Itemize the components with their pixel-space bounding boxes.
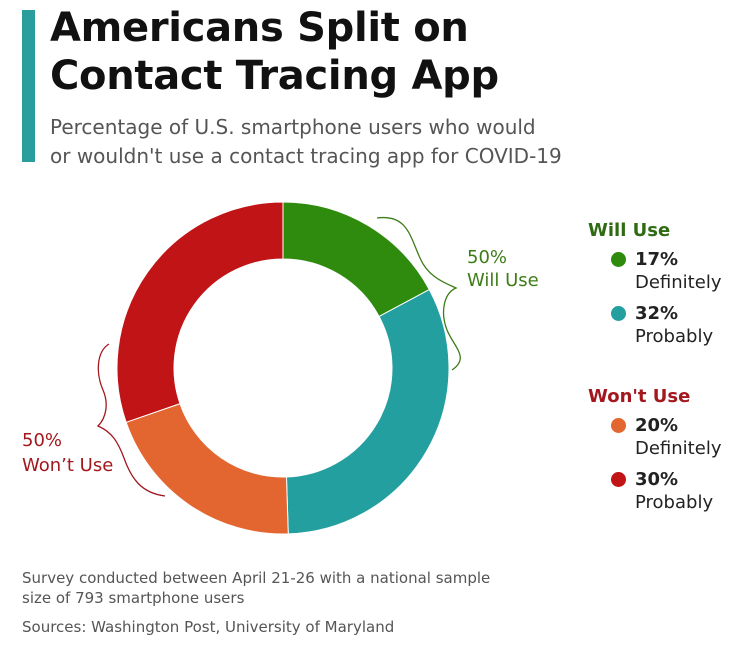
wont-use-percent: 50% xyxy=(22,430,62,451)
will-use-label: Will Use xyxy=(467,270,539,291)
donut-slice-will-use-probably xyxy=(285,288,450,535)
survey-note-line-1: Survey conducted between April 21-26 wit… xyxy=(22,569,491,587)
legend-dot-icon xyxy=(611,472,626,487)
legend-value: 17% xyxy=(635,249,679,270)
legend-group-wont-use: Won't Use 20% Definitely 30% Probably xyxy=(588,386,721,522)
wont-use-label: Won’t Use xyxy=(22,455,113,476)
legend-dot-icon xyxy=(611,306,626,321)
legend-item-wont-use-probably: 30% Probably xyxy=(588,468,721,514)
legend-value: 20% xyxy=(635,415,679,436)
chart-subtitle-line-2: or wouldn't use a contact tracing app fo… xyxy=(50,144,562,168)
legend-item-will-use-probably: 32% Probably xyxy=(588,302,721,348)
will-use-brace xyxy=(376,216,461,371)
donut-slice-won-t-use-probably xyxy=(116,201,284,423)
survey-note-line-2: size of 793 smartphone users xyxy=(22,589,245,607)
legend-label: Probably xyxy=(635,326,714,347)
legend-label: Definitely xyxy=(635,272,722,293)
chart-title: Americans Split on Contact Tracing App xyxy=(50,4,499,100)
legend-dot-icon xyxy=(611,252,626,267)
legend-group-will-use: Will Use 17% Definitely 32% Probably xyxy=(588,220,721,356)
will-use-percent: 50% xyxy=(467,247,507,268)
legend-label: Probably xyxy=(635,492,714,513)
survey-note: Survey conducted between April 21-26 wit… xyxy=(22,568,582,608)
legend-heading-wont-use: Won't Use xyxy=(588,386,691,407)
chart-title-line-2: Contact Tracing App xyxy=(50,53,499,99)
legend-value: 30% xyxy=(635,469,679,490)
legend-label: Definitely xyxy=(635,438,722,459)
legend-dot-icon xyxy=(611,418,626,433)
sources-note: Sources: Washington Post, University of … xyxy=(22,618,395,636)
donut-slice-will-use-definitely xyxy=(282,201,430,318)
title-accent-bar xyxy=(22,10,35,162)
donut-slices xyxy=(116,201,450,535)
chart-title-line-1: Americans Split on xyxy=(50,5,469,51)
wont-use-brace xyxy=(96,343,166,497)
chart-subtitle: Percentage of U.S. smartphone users who … xyxy=(50,113,650,171)
legend-heading-will-use: Will Use xyxy=(588,220,671,241)
chart-subtitle-line-1: Percentage of U.S. smartphone users who … xyxy=(50,115,536,139)
donut-slice-won-t-use-definitely xyxy=(125,403,289,535)
legend-item-wont-use-definitely: 20% Definitely xyxy=(588,414,721,460)
legend-value: 32% xyxy=(635,303,679,324)
legend-item-will-use-definitely: 17% Definitely xyxy=(588,248,721,294)
